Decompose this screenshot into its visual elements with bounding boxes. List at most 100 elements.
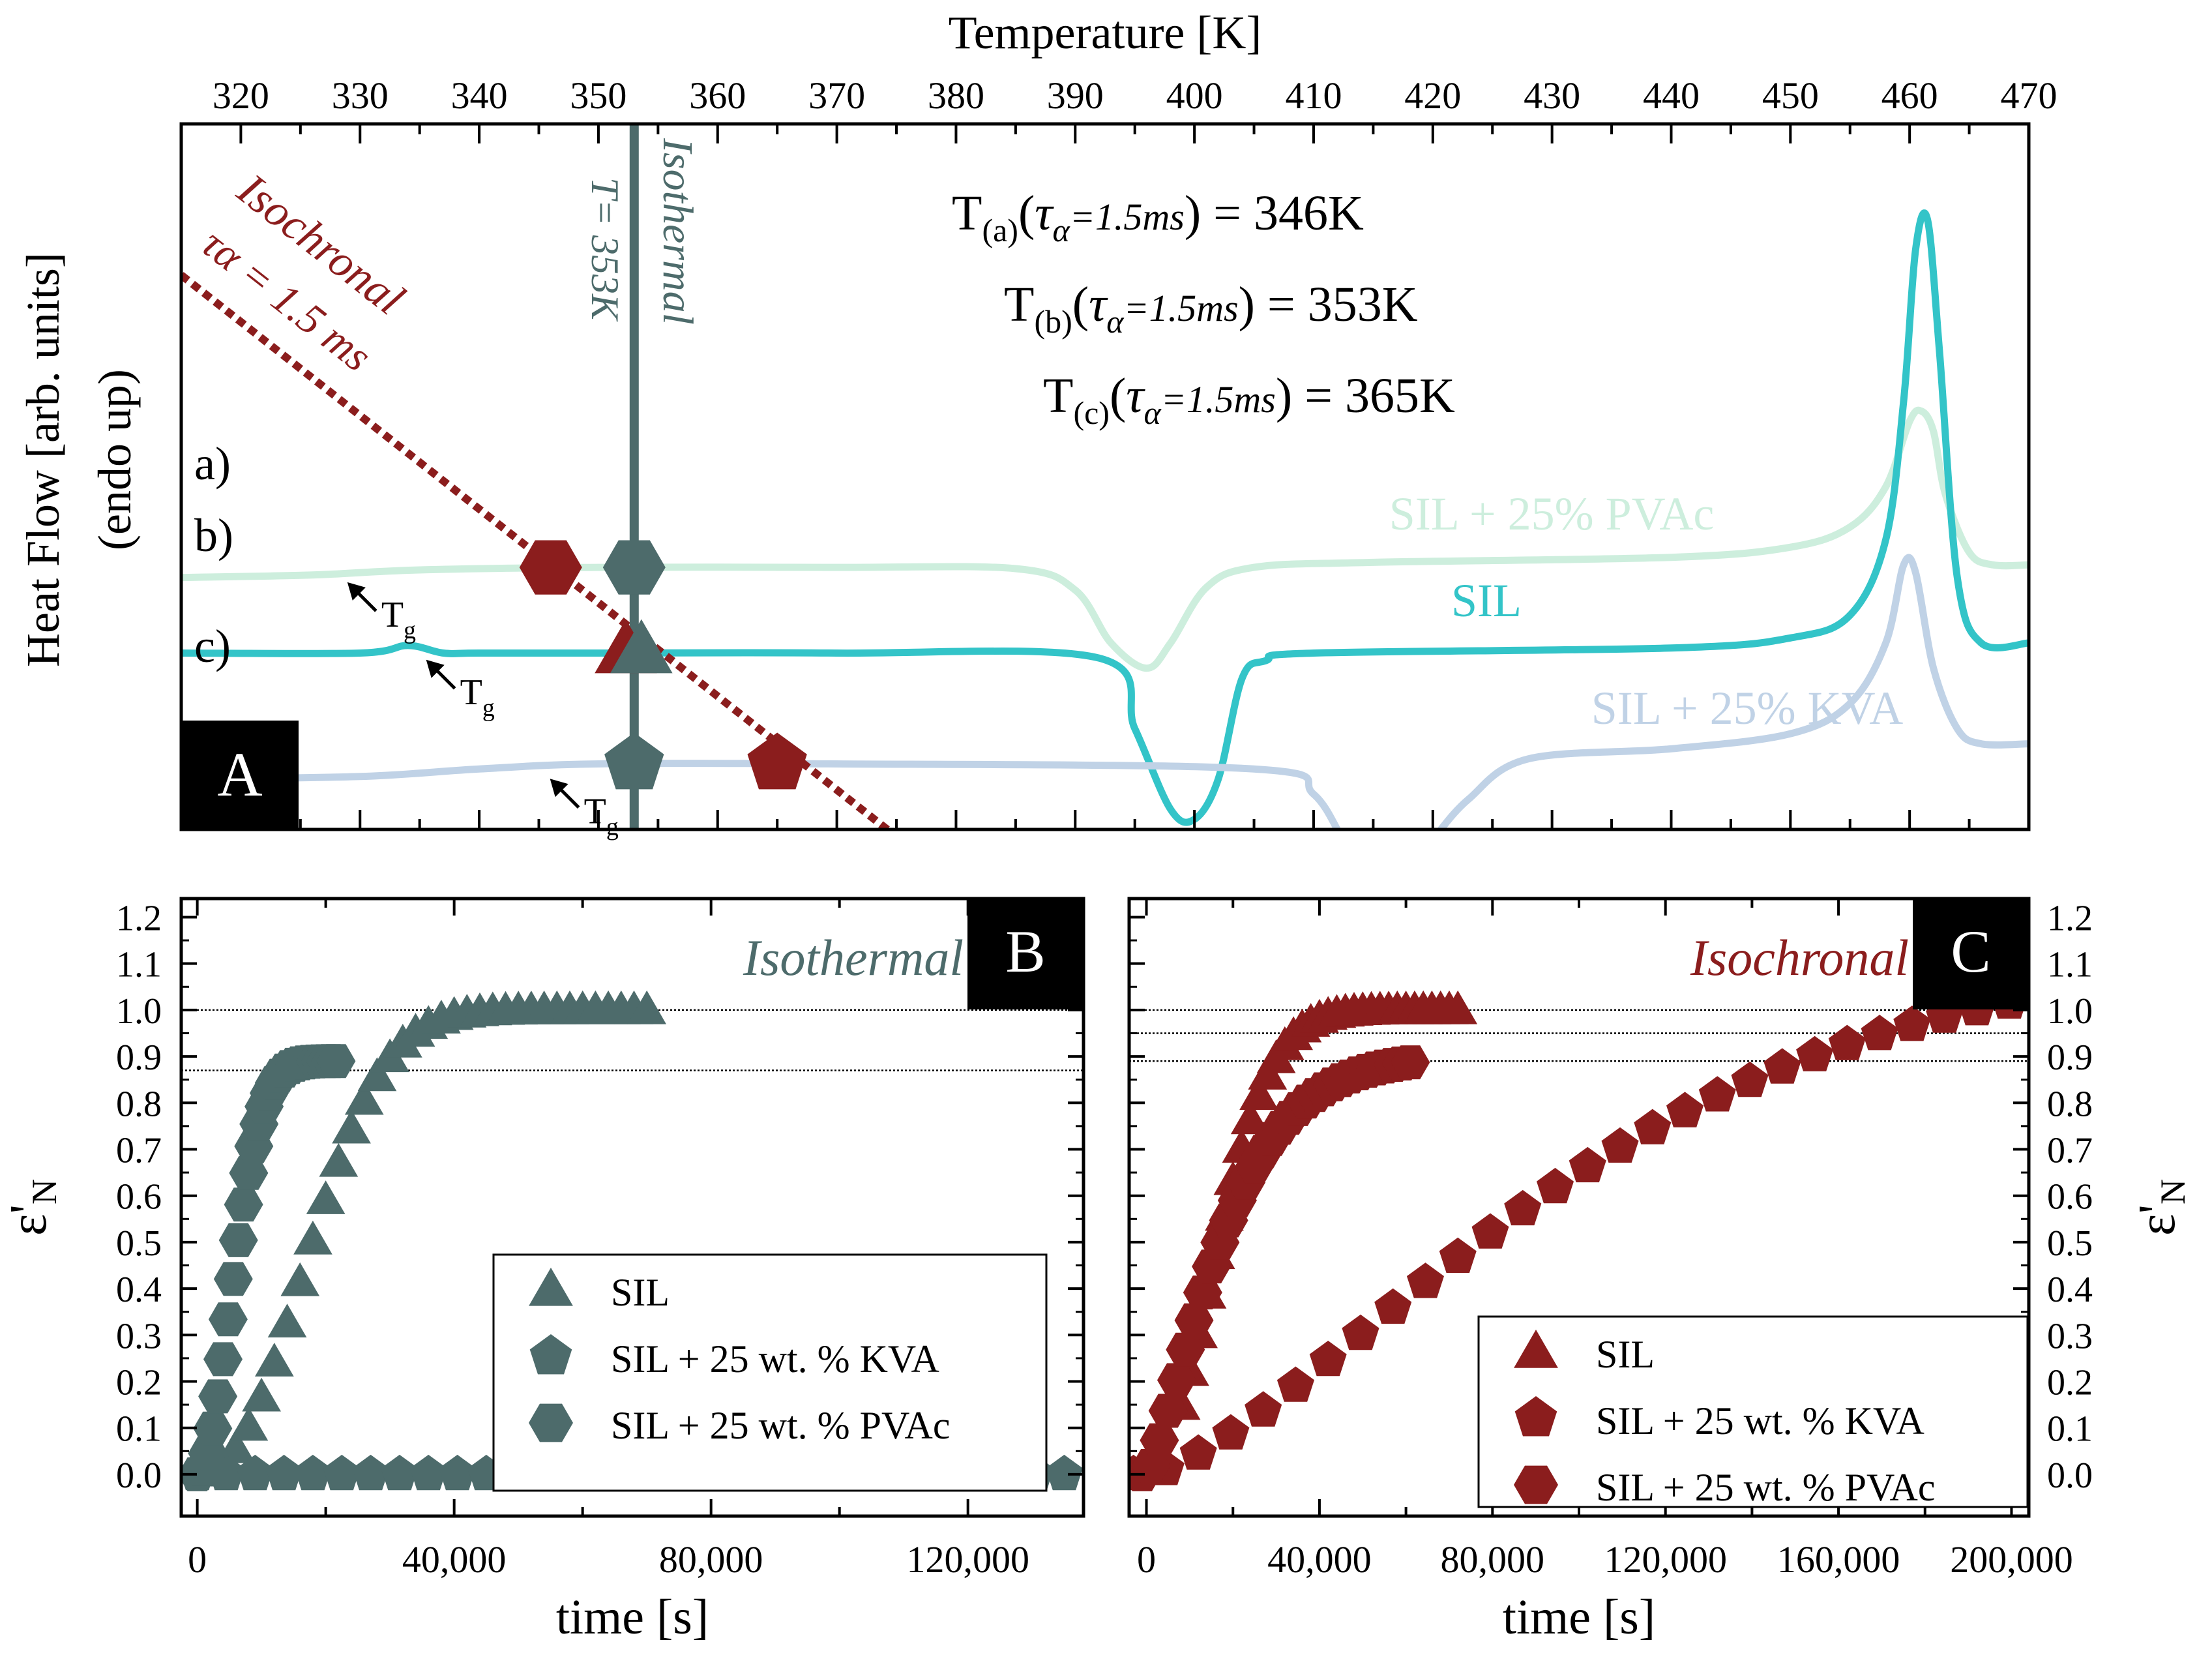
tau-equation-b: T(b)(τα=1.5ms) = 353K: [1004, 277, 1418, 340]
x-tick-label: 410: [1285, 74, 1342, 117]
eq-value: =1.5ms: [1124, 287, 1239, 329]
plot-frame: [179, 897, 1085, 1518]
tg-T: T: [584, 791, 606, 831]
data-point-pentagon: [352, 1454, 390, 1491]
data-point-triangle: [267, 1304, 307, 1337]
y-tick-label: 0.9: [2047, 1037, 2093, 1078]
x-tick-label: 80,000: [1441, 1538, 1545, 1581]
tau-equation-a: T(a)(τα=1.5ms) = 346K: [952, 186, 1364, 248]
data-point-triangle: [280, 1262, 320, 1296]
plot-area-a: [181, 124, 2029, 829]
y-tick-label: 0.8: [116, 1084, 162, 1124]
x-tick-label: 390: [1047, 74, 1104, 117]
data-point-hexagon: [213, 1262, 253, 1296]
y-tick-label: 0.5: [2047, 1223, 2093, 1264]
data-point-pentagon: [1828, 1024, 1866, 1060]
data-point-hexagon: [1140, 1423, 1179, 1457]
eq-result: ) = 353K: [1239, 277, 1418, 332]
curve-label: c): [194, 620, 231, 672]
data-point-triangle: [344, 1081, 384, 1115]
data-point-pentagon: [409, 1454, 447, 1491]
x-tick-label: 350: [570, 74, 627, 117]
panel-b: 0 40,000 80,000 120,000 0.0 0.1 0.2 0.3 0.4 0.5 0.…: [0, 897, 1085, 1645]
data-point-pentagon: [1245, 1391, 1282, 1427]
y-tick-label: 0.0: [2047, 1455, 2093, 1496]
x-axis-title: Temperature [K]: [949, 7, 1262, 59]
data-point-triangle: [293, 1220, 332, 1255]
x-tick-label: 450: [1762, 74, 1819, 117]
legend-entry: SIL + 25 wt. % PVAc: [611, 1404, 951, 1447]
data-point-pentagon: [1504, 1189, 1542, 1226]
marker-b-isothermal: [610, 619, 673, 674]
y-tick-label: 0.9: [116, 1037, 162, 1078]
data-point-pentagon: [1309, 1341, 1347, 1377]
legend-marker-pentagon: [529, 1334, 572, 1375]
isochronal-line: [181, 272, 894, 829]
tg-label: Tg: [584, 791, 619, 841]
legend-box: [1477, 1315, 2029, 1508]
y-tick-label: 1.0: [2047, 991, 2093, 1032]
eq-result: ) = 346K: [1185, 186, 1364, 241]
isothermal-temp-label: T= 353K: [583, 177, 627, 322]
data-point-hexagon: [218, 1223, 258, 1257]
data-point-hexagon: [224, 1187, 263, 1222]
y-axis-title-main: ε': [2129, 1204, 2186, 1236]
plot-frame-a: [179, 122, 2031, 831]
data-point-pentagon: [1893, 1006, 1931, 1041]
panel-label-box: [1913, 899, 2029, 1009]
tg-label: Tg: [460, 672, 495, 722]
isothermal-label: Isothermal: [654, 138, 701, 325]
eq-tau: τ: [1035, 186, 1054, 241]
data-point-hexagon: [203, 1342, 243, 1377]
y-tick-label: 0.6: [2047, 1177, 2093, 1217]
data-point-pentagon: [1861, 1015, 1898, 1051]
x-tick-label: 380: [928, 74, 984, 117]
eq-T: T: [1043, 368, 1073, 423]
data-point-hexagon: [193, 1411, 233, 1446]
data-point-hexagon: [316, 1044, 356, 1079]
y-axis-title: Heat Flow [arb. units]: [17, 252, 69, 667]
y-tick-label: 1.2: [116, 898, 162, 938]
x-tick-label: 40,000: [1267, 1538, 1372, 1581]
x-tick-label: 470: [2001, 74, 2057, 117]
tg-arrow-head: [347, 582, 366, 601]
x-tick-label: 460: [1881, 74, 1938, 117]
y-tick-label: 0.2: [116, 1363, 162, 1403]
data-point-pentagon: [1601, 1127, 1639, 1163]
data-point-triangle: [627, 990, 666, 1024]
data-point-pentagon: [1796, 1036, 1834, 1071]
panel-label: B: [1005, 918, 1045, 985]
data-point-hexagon: [229, 1156, 269, 1190]
marker-c-isothermal: [604, 732, 664, 790]
data-point-triangle: [229, 1407, 269, 1441]
data-point-hexagon: [1166, 1332, 1205, 1367]
data-point-pentagon: [1276, 1366, 1314, 1402]
x-tick-label: 200,000: [1950, 1538, 2073, 1581]
data-point-triangle: [1230, 1100, 1270, 1135]
data-point-hexagon: [1174, 1303, 1214, 1337]
y-tick-label: 0.3: [2047, 1316, 2093, 1356]
eq-paren: (: [1072, 277, 1089, 332]
tg-sub: g: [482, 694, 495, 722]
data-point-pentagon: [439, 1454, 477, 1491]
dsc-curve-sil: [181, 209, 2029, 826]
y-tick-label: 0.2: [2047, 1363, 2093, 1403]
x-tick-label: 440: [1643, 74, 1700, 117]
series-label: SIL + 25% KVA: [1591, 682, 1904, 734]
panel-title: Isochronal: [1690, 929, 1909, 986]
x-tick-label: 0: [1137, 1538, 1156, 1581]
y-tick-label: 1.0: [116, 991, 162, 1032]
legend-marker-hexagon: [1514, 1465, 1558, 1504]
x-tick-label: 40,000: [402, 1538, 507, 1581]
data-point-pentagon: [1212, 1414, 1250, 1450]
data-point-triangle: [319, 1142, 359, 1177]
legend-entry: SIL: [1596, 1333, 1655, 1376]
data-point-pentagon: [1179, 1434, 1217, 1470]
x-axis-title: time [s]: [1503, 1590, 1655, 1645]
data-point-triangle: [357, 1057, 397, 1092]
data-point-pentagon: [1731, 1061, 1769, 1097]
data-point-hexagon: [1148, 1394, 1188, 1428]
tg-T: T: [381, 595, 404, 635]
plot-area: [1129, 983, 2029, 1491]
tg-sub: g: [404, 617, 416, 644]
